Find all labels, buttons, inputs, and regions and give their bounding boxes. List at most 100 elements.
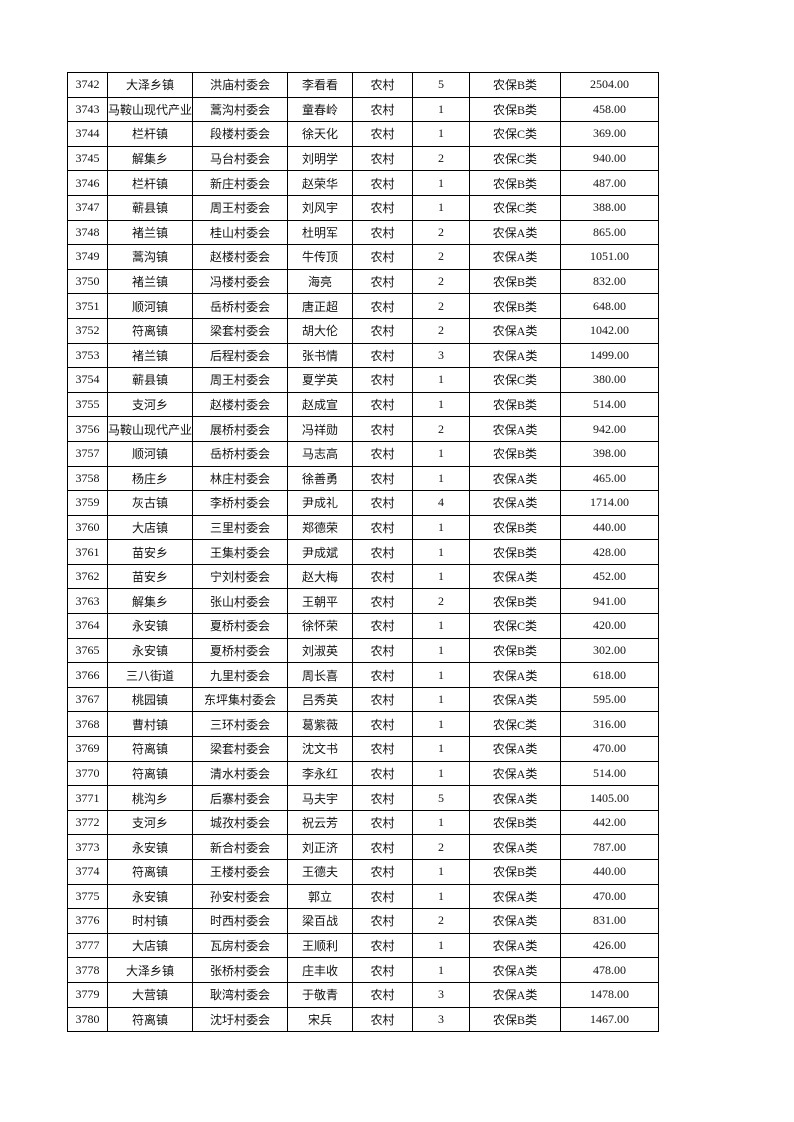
area-type: 农村	[370, 963, 395, 978]
village-committee: 张山村委会	[210, 594, 271, 609]
table-row: 3779 大营镇 耿湾村委会 于敬青 农村 3 农保A类 1478.00	[67, 981, 660, 1008]
table-row: 3753 褚兰镇 后程村委会 张书情 农村 3 农保A类 1499.00	[67, 342, 660, 369]
village-committee: 梁套村委会	[210, 742, 271, 757]
household-count-cell: 5	[412, 72, 471, 98]
insurance-category: 农保A类	[492, 963, 538, 978]
row-number-wrap: 3750	[69, 274, 107, 289]
amount: 1042.00	[590, 323, 630, 338]
town-cell: 符离镇	[106, 736, 194, 762]
table-row: 3742 大泽乡镇 洪庙村委会 李看看 农村 5 农保B类 2504.00	[67, 72, 660, 98]
village-committee-wrap: 洪庙村委会	[194, 76, 287, 93]
village-committee-wrap: 新合村委会	[194, 839, 287, 856]
household-count-wrap: 1	[414, 668, 469, 683]
insurance-category-cell: 农保B类	[469, 588, 562, 615]
row-number-cell: 3757	[67, 440, 108, 467]
row-number-wrap: 3768	[69, 716, 107, 732]
household-count-cell: 4	[412, 490, 471, 516]
row-number-cell: 3778	[67, 957, 108, 983]
area-type-cell: 农村	[352, 981, 414, 1008]
village-committee-cell: 宁刘村委会	[192, 563, 289, 590]
insurance-category-wrap: 农保A类	[471, 790, 560, 807]
person-name-wrap: 赵大梅	[289, 568, 352, 585]
insurance-category-wrap: 农保A类	[471, 765, 560, 782]
amount: 470.00	[593, 888, 627, 903]
amount: 458.00	[593, 101, 627, 116]
insurance-category-cell: 农保C类	[469, 367, 562, 393]
person-name-cell: 胡大伦	[287, 317, 354, 344]
table-row: 3766 三八街道 九里村委会 周长喜 农村 1 农保A类 618.00	[67, 662, 660, 688]
area-type: 农村	[370, 939, 395, 954]
village-committee-cell: 后程村委会	[192, 342, 289, 369]
household-count: 2	[438, 323, 445, 338]
village-committee: 新合村委会	[210, 840, 271, 855]
household-count-wrap: 1	[414, 864, 469, 879]
area-type-cell: 农村	[352, 736, 414, 762]
amount-wrap: 465.00	[562, 471, 658, 486]
row-number-wrap: 3759	[69, 495, 107, 510]
area-type-wrap: 农村	[354, 1011, 412, 1028]
village-committee: 后寨村委会	[210, 791, 271, 806]
household-count-cell: 1	[412, 859, 471, 885]
village-committee: 赵楼村委会	[210, 250, 271, 265]
town-cell: 大营镇	[106, 981, 194, 1008]
row-number-cell: 3762	[67, 563, 108, 590]
insurance-category: 农保A类	[492, 225, 538, 240]
amount-cell: 1467.00	[560, 1006, 660, 1033]
household-count-wrap: 1	[414, 643, 469, 658]
household-count: 1	[438, 126, 445, 141]
person-name-wrap: 尹成礼	[289, 494, 352, 511]
household-count: 3	[438, 1011, 445, 1026]
insurance-category-wrap: 农保A类	[471, 421, 560, 438]
area-type-wrap: 农村	[354, 740, 412, 757]
area-type-cell: 农村	[352, 809, 414, 836]
area-type-cell: 农村	[352, 490, 414, 516]
household-count-cell: 1	[412, 613, 471, 639]
household-count-wrap: 1	[414, 938, 469, 953]
area-type: 农村	[370, 471, 395, 486]
person-name-wrap: 赵成宣	[289, 396, 352, 413]
insurance-category-wrap: 农保B类	[471, 445, 560, 462]
village-committee: 岳桥村委会	[210, 299, 271, 314]
household-count-wrap: 1	[414, 446, 469, 461]
person-name-wrap: 海亮	[289, 273, 352, 290]
area-type: 农村	[370, 816, 395, 831]
row-number: 3755	[75, 397, 100, 412]
village-committee-wrap: 马台村委会	[194, 150, 287, 167]
amount-wrap: 487.00	[562, 176, 658, 191]
person-name-wrap: 梁百战	[289, 912, 352, 929]
village-committee: 王楼村委会	[210, 865, 271, 880]
insurance-category-cell: 农保A类	[469, 932, 562, 959]
row-number-cell: 3754	[67, 367, 108, 393]
amount-wrap: 1467.00	[562, 1012, 658, 1027]
amount-cell: 470.00	[560, 883, 660, 910]
area-type-cell: 农村	[352, 1006, 414, 1033]
town: 符离镇	[132, 1012, 169, 1027]
row-number-wrap: 3754	[69, 372, 107, 387]
village-committee-cell: 后寨村委会	[192, 785, 289, 811]
amount-wrap: 865.00	[562, 225, 658, 240]
amount-wrap: 941.00	[562, 594, 658, 609]
person-name: 于敬青	[302, 988, 339, 1003]
amount-wrap: 832.00	[562, 274, 658, 289]
insurance-category-wrap: 农保C类	[471, 371, 560, 388]
person-name: 赵成宣	[302, 398, 339, 413]
amount-wrap: 595.00	[562, 692, 658, 707]
person-name: 张书情	[302, 348, 339, 363]
amount-wrap: 942.00	[562, 422, 658, 437]
insurance-category: 农保B类	[493, 398, 538, 413]
row-number: 3762	[75, 569, 100, 584]
village-committee-wrap: 沈圩村委会	[194, 1011, 287, 1028]
row-number-cell: 3756	[67, 416, 108, 442]
insurance-category: 农保B类	[493, 594, 538, 609]
person-name-wrap: 王德夫	[289, 863, 352, 880]
household-count-cell: 3	[412, 981, 471, 1008]
town-wrap: 蒿沟镇	[109, 248, 192, 265]
town-cell: 大泽乡镇	[106, 72, 194, 98]
insurance-category-cell: 农保B类	[469, 96, 562, 123]
household-count-wrap: 1	[414, 372, 469, 387]
row-number: 3768	[75, 716, 100, 731]
table-row: 3767 桃园镇 东坪集村委会 吕秀英 农村 1 农保A类 595.00	[67, 686, 660, 713]
town-wrap: 大泽乡镇	[109, 76, 192, 93]
town: 大店镇	[132, 520, 169, 535]
household-count-wrap: 1	[414, 569, 469, 584]
